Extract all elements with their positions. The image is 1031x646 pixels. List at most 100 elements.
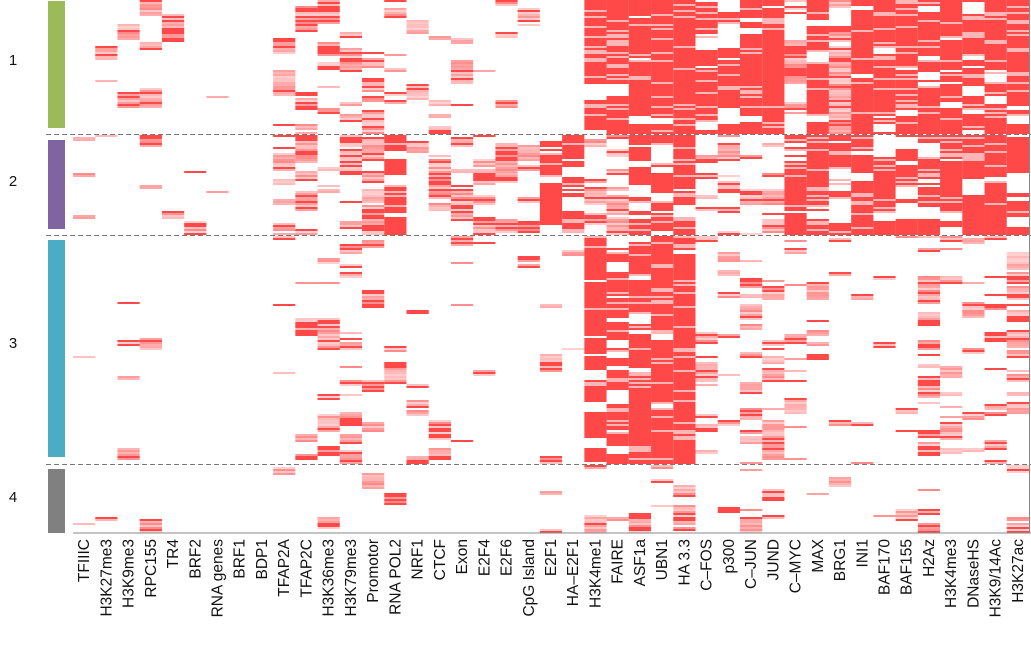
heatmap-cell (651, 454, 674, 456)
heatmap-cell (651, 92, 674, 94)
heatmap-cell (962, 141, 985, 143)
heatmap-cell (651, 366, 674, 368)
heatmap-cell (917, 173, 941, 175)
heatmap-cell (673, 112, 696, 114)
heatmap-cell (962, 18, 985, 20)
heatmap-cell (606, 96, 629, 98)
heatmap-cell (695, 16, 718, 18)
heatmap-cell (450, 440, 474, 442)
heatmap-cell (717, 130, 740, 132)
heatmap-cell (73, 356, 96, 358)
heatmap-cell (851, 294, 874, 296)
heatmap-cell (1006, 14, 1029, 16)
heatmap-cell (339, 70, 363, 72)
heatmap-cell (673, 56, 696, 58)
heatmap-cell (984, 42, 1007, 44)
heatmap-cell (806, 137, 829, 139)
heatmap-cell (984, 159, 1007, 161)
heatmap-cell (940, 141, 963, 143)
heatmap-cell (1006, 211, 1029, 213)
heatmap-cell (895, 40, 918, 42)
heatmap-cell (673, 135, 696, 137)
heatmap-cell (139, 143, 162, 145)
heatmap-cell (606, 104, 629, 106)
heatmap-cell (806, 92, 829, 94)
heatmap-cell (317, 422, 340, 424)
heatmap-cell (539, 167, 563, 169)
heatmap-cell (428, 38, 451, 40)
heatmap-cell (1006, 54, 1029, 56)
heatmap-cell (562, 161, 585, 163)
heatmap-cell (940, 72, 963, 74)
heatmap-cell (762, 110, 785, 112)
heatmap-cell (962, 124, 985, 126)
heatmap-cell (362, 219, 385, 221)
heatmap-cell (828, 110, 852, 112)
heatmap-cell (428, 114, 451, 116)
heatmap-cell (828, 2, 852, 4)
heatmap-cell (428, 167, 451, 169)
column-label: H3K36me3 (321, 539, 338, 617)
heatmap-cell (606, 36, 629, 38)
heatmap-cell (517, 165, 540, 167)
heatmap-cell (562, 229, 585, 231)
heatmap-cell (651, 450, 674, 452)
heatmap-cell (295, 207, 318, 209)
heatmap-cell (584, 42, 607, 44)
heatmap-cell (851, 227, 874, 229)
heatmap-cell (539, 149, 563, 151)
heatmap-cell (539, 183, 563, 185)
heatmap-cell (428, 434, 451, 436)
heatmap-cell (651, 16, 674, 18)
heatmap-cell (295, 30, 318, 32)
heatmap-cell (584, 189, 607, 191)
heatmap-cell (584, 141, 607, 143)
heatmap-cell (784, 187, 807, 189)
heatmap-cell (762, 34, 785, 36)
heatmap-cell (317, 322, 340, 324)
heatmap-cell (739, 102, 763, 104)
heatmap-cell (895, 80, 918, 82)
heatmap-cell (673, 282, 696, 284)
heatmap-cell (895, 225, 918, 227)
heatmap-cell (873, 100, 896, 102)
heatmap-cell (651, 348, 674, 350)
heatmap-cell (495, 169, 518, 171)
heatmap-cell (984, 116, 1007, 118)
heatmap-cell (806, 143, 829, 145)
heatmap-cell (873, 66, 896, 68)
heatmap-cell (584, 187, 607, 189)
heatmap-cell (1006, 60, 1029, 62)
heatmap-cell (940, 42, 963, 44)
heatmap-cell (895, 62, 918, 64)
heatmap-cell (851, 26, 874, 28)
heatmap-cell (851, 70, 874, 72)
heatmap-cell (139, 137, 162, 139)
heatmap-cell (584, 314, 607, 316)
heatmap-cell (851, 298, 874, 300)
heatmap-cell (984, 124, 1007, 126)
heatmap-cell (873, 60, 896, 62)
heatmap-cell (1006, 330, 1029, 332)
heatmap-cell (917, 392, 941, 394)
heatmap-cell (828, 122, 852, 124)
heatmap-cell (384, 12, 407, 14)
heatmap-cell (562, 137, 585, 139)
heatmap-cell (739, 189, 763, 191)
heatmap-cell (673, 94, 696, 96)
heatmap-cell (295, 175, 318, 177)
heatmap-cell (628, 84, 652, 86)
heatmap-cell (695, 364, 718, 366)
heatmap-cell (384, 374, 407, 376)
heatmap-cell (895, 54, 918, 56)
heatmap-cell (339, 102, 363, 104)
heatmap-cell (295, 151, 318, 153)
heatmap-cell (806, 185, 829, 187)
heatmap-cell (384, 495, 407, 497)
heatmap-cell (873, 70, 896, 72)
heatmap-cell (828, 159, 852, 161)
heatmap-cell (762, 44, 785, 46)
heatmap-cell (339, 246, 363, 248)
heatmap-cell (1006, 98, 1029, 100)
heatmap-cell (651, 346, 674, 348)
